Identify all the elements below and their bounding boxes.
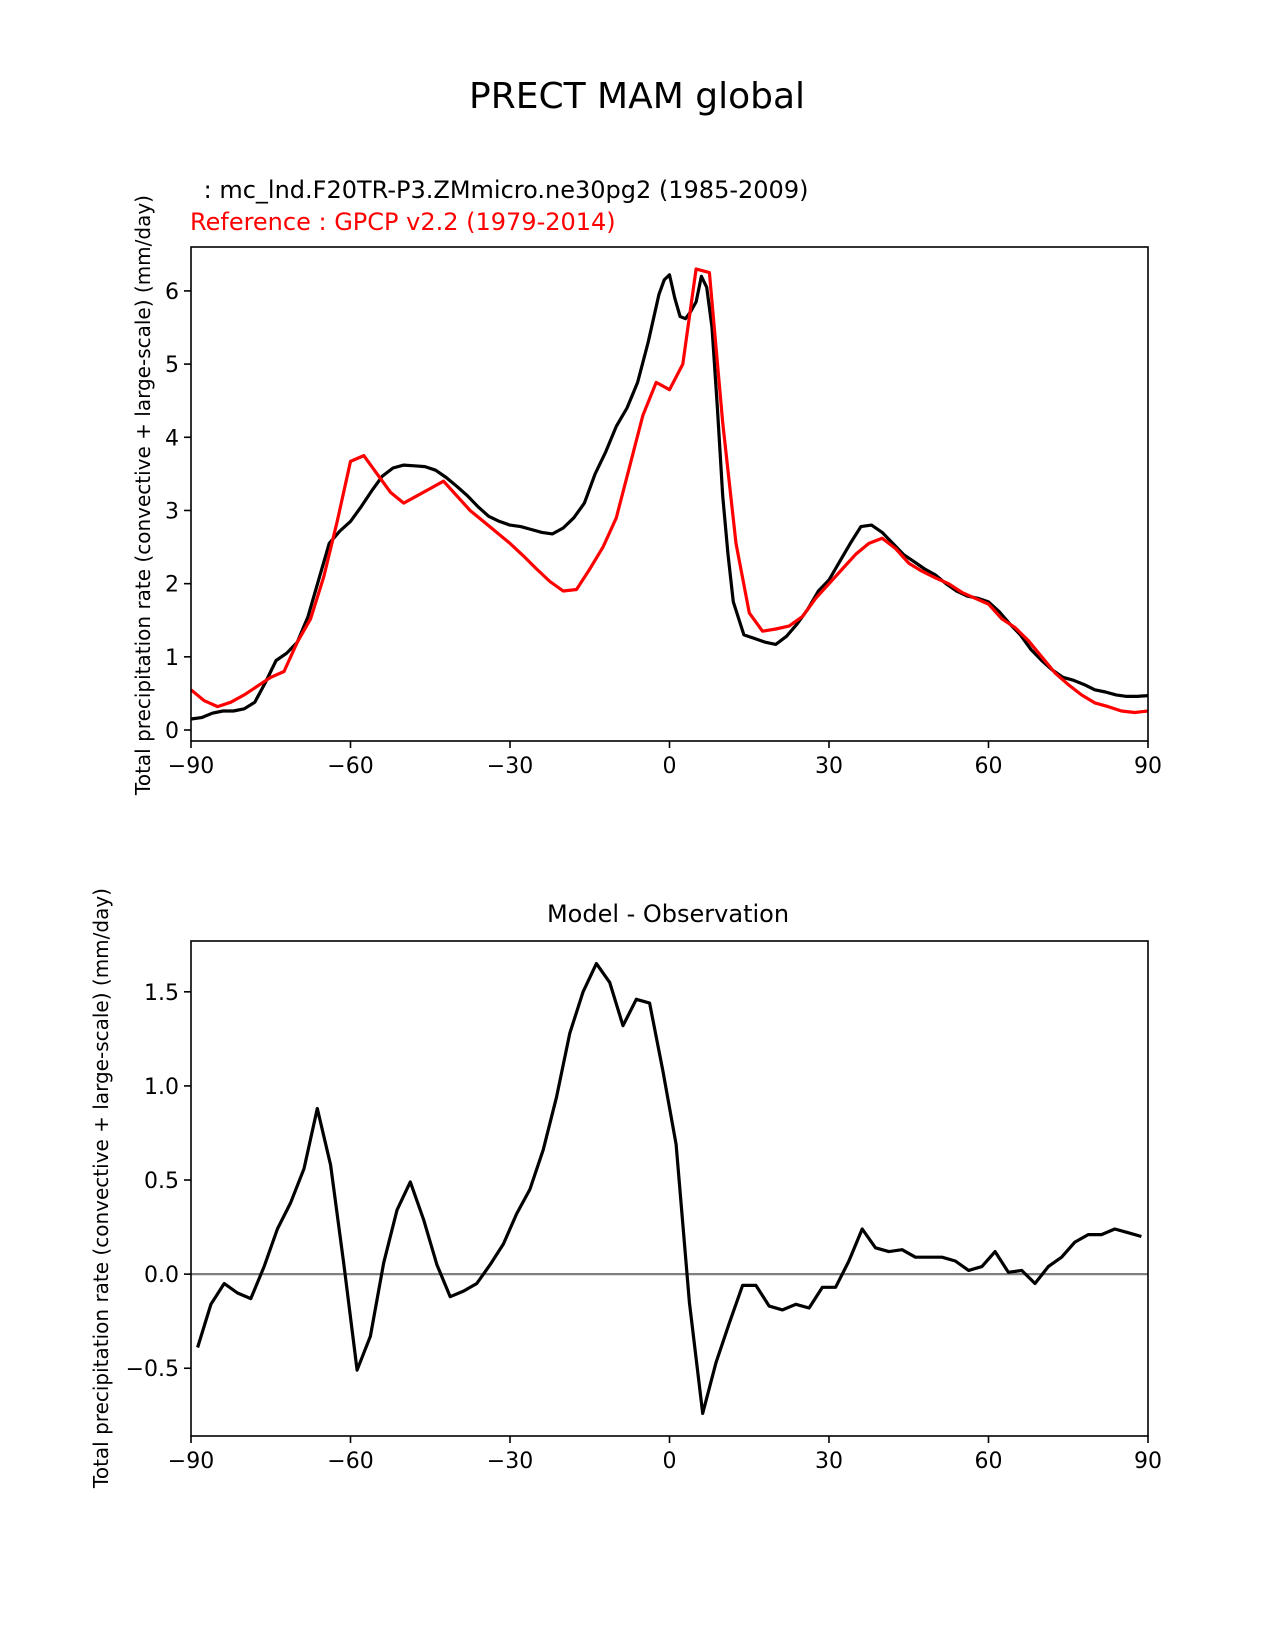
y-tick-label: 1.5: [144, 981, 179, 1006]
y-tick-label: 0.0: [144, 1263, 179, 1288]
y-tick-label: 0.5: [144, 1169, 179, 1194]
bottom-panel: Model - Observation Total precipitation …: [89, 888, 1162, 1489]
y-tick-label: 6: [165, 280, 179, 305]
test-series-line: [190, 273, 1149, 721]
top-panel: : mc_lnd.F20TR-P3.ZMmicro.ne30pg2 (1985-…: [131, 176, 1162, 796]
x-tick-label: 30: [815, 754, 843, 779]
x-tick-label: −90: [168, 1449, 214, 1474]
y-tick-label: 1.0: [144, 1075, 179, 1100]
x-tick-label: −90: [168, 754, 214, 779]
y-tick-label: 0: [165, 719, 179, 744]
y-tick-label: 4: [165, 426, 179, 451]
x-tick-label: 0: [663, 1449, 677, 1474]
reference-series-line: [189, 267, 1149, 715]
x-tick-label: 90: [1134, 1449, 1162, 1474]
x-tick-label: −30: [487, 1449, 533, 1474]
y-tick-label: 5: [165, 353, 179, 378]
y-tick-label: 1: [165, 646, 179, 671]
x-tick-label: −60: [327, 754, 373, 779]
y-tick-label: 2: [165, 573, 179, 598]
test-label: : mc_lnd.F20TR-P3.ZMmicro.ne30pg2 (1985-…: [196, 176, 808, 204]
bottom-plot-area: −90 −60 −30 0 30 60 90 −0.5 0.0 0.5 1.0 1.5: [126, 940, 1162, 1474]
difference-plot-title: Model - Observation: [547, 900, 789, 928]
bottom-y-axis-label: Total precipitation rate (convective + l…: [89, 888, 113, 1489]
x-tick-label: 30: [815, 1449, 843, 1474]
top-y-axis-label: Total precipitation rate (convective + l…: [131, 195, 155, 796]
x-tick-label: 0: [663, 754, 677, 779]
y-tick-label: 3: [165, 499, 179, 524]
figure-title: PRECT MAM global: [469, 76, 805, 117]
x-tick-label: 60: [975, 1449, 1003, 1474]
x-tick-label: −60: [327, 1449, 373, 1474]
y-tick-label: −0.5: [126, 1357, 179, 1382]
x-tick-label: −30: [487, 754, 533, 779]
x-tick-label: 60: [975, 754, 1003, 779]
reference-label: Reference : GPCP v2.2 (1979-2014): [190, 208, 616, 236]
top-plot-area: −90 −60 −30 0 30 60 90 0 1 2 3 4 5 6: [165, 246, 1162, 779]
difference-series-line: [196, 962, 1142, 1415]
x-tick-label: 90: [1134, 754, 1162, 779]
plot-frame: [190, 246, 1149, 742]
